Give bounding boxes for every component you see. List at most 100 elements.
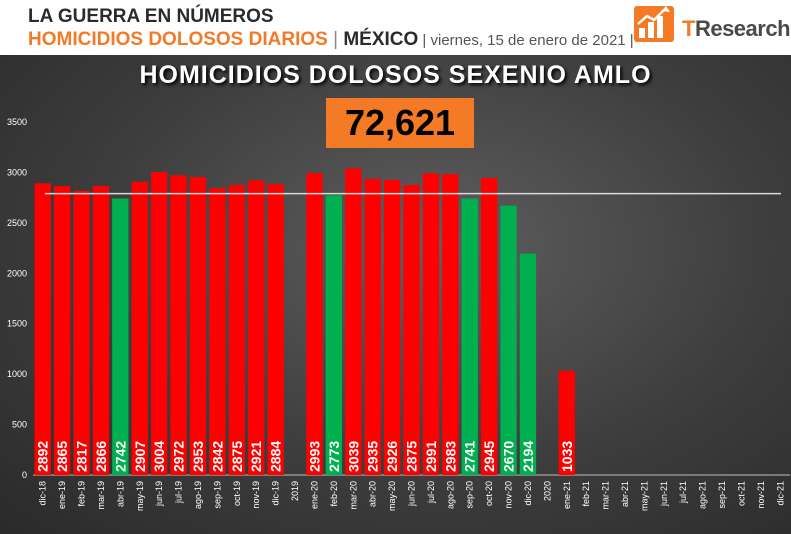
x-tick-label: abr-19 xyxy=(115,481,125,507)
bar-value-label: 3004 xyxy=(151,441,167,472)
bar-nov-19 xyxy=(248,180,265,475)
x-tick-label: may-20 xyxy=(387,481,397,511)
x-tick-label: sep-19 xyxy=(212,481,222,509)
logo-text: TResearch xyxy=(682,16,791,41)
x-tick-label: ago-19 xyxy=(193,481,203,509)
bar-nov-20 xyxy=(500,205,517,475)
y-tick-label: 500 xyxy=(12,420,27,430)
x-tick-label: dic-18 xyxy=(38,481,48,506)
header-topic: HOMICIDIOS DOLOSOS DIARIOS xyxy=(28,29,328,50)
bar-jun-19 xyxy=(151,172,168,475)
x-tick-label: jun-19 xyxy=(154,481,164,507)
bar-abr-19 xyxy=(112,198,129,475)
bar-mar-19 xyxy=(92,185,110,476)
bar-value-label: 2907 xyxy=(132,441,148,472)
x-tick-label: ene-19 xyxy=(57,481,67,509)
x-tick-label: feb-19 xyxy=(77,481,87,507)
x-tick-label: jun-21 xyxy=(659,481,669,507)
y-tick-label: 3500 xyxy=(7,117,27,127)
bar-dic-19 xyxy=(267,184,284,476)
x-tick-label: mar-21 xyxy=(601,481,611,510)
bar-value-label: 3039 xyxy=(345,441,361,472)
x-tick-label: sep-21 xyxy=(717,481,727,509)
bar-value-label: 2926 xyxy=(384,441,400,472)
bar-value-label: 2892 xyxy=(35,441,51,472)
y-tick-label: 3000 xyxy=(7,167,27,177)
bar-feb-19 xyxy=(73,190,90,475)
bar-value-label: 2875 xyxy=(404,441,420,472)
bar-value-label: 2935 xyxy=(365,441,381,472)
bar-value-label: 2741 xyxy=(462,441,478,472)
bar-value-label: 2194 xyxy=(520,441,536,472)
bar-ene-20 xyxy=(306,173,323,475)
x-tick-label: abr-21 xyxy=(620,481,630,507)
x-tick-label: oct-19 xyxy=(232,481,242,506)
x-tick-label: jul-20 xyxy=(426,481,436,504)
x-tick-label: mar-20 xyxy=(348,481,358,510)
bar-ene-19 xyxy=(53,186,71,475)
bar-may-20 xyxy=(383,179,401,475)
bar-value-label: 2991 xyxy=(423,441,439,472)
bar-value-label: 2817 xyxy=(74,441,90,472)
bar-value-label: 2842 xyxy=(209,441,225,472)
bar-ago-19 xyxy=(189,177,207,475)
x-axis: dic-18 ene-19 feb-19 mar-19 abr-19 may-19 jun-… xyxy=(38,481,786,511)
x-tick-label: jul-19 xyxy=(174,481,184,504)
x-tick-label: dic-19 xyxy=(271,481,281,506)
y-tick-label: 2500 xyxy=(7,218,27,228)
x-tick-label: dic-20 xyxy=(523,481,533,506)
bar-value-label: 2865 xyxy=(54,441,70,472)
x-tick-label: ene-21 xyxy=(562,481,572,509)
bar-value-label: 2670 xyxy=(501,441,517,472)
bar-jun-20 xyxy=(403,185,420,476)
bar-may-19 xyxy=(131,181,148,475)
bar-sep-19 xyxy=(209,188,226,475)
x-tick-label: 2019 xyxy=(290,481,300,501)
tresearch-logo: TResearch xyxy=(632,2,791,46)
bar-value-label: 2945 xyxy=(481,441,497,472)
chart-title: HOMICIDIOS DOLOSOS SEXENIO AMLO xyxy=(139,61,652,89)
bar-value-label: 2884 xyxy=(268,441,284,472)
header-subtitle: HOMICIDIOS DOLOSOS DIARIOS | MÉXICO | vi… xyxy=(28,29,634,51)
x-tick-label: nov-21 xyxy=(756,481,766,509)
x-tick-label: 2020 xyxy=(542,481,552,501)
y-tick-label: 0 xyxy=(22,470,27,480)
bar-feb-20 xyxy=(325,195,343,476)
bar-ene-21 xyxy=(558,370,575,475)
header-title: LA GUERRA EN NÚMEROS xyxy=(28,6,274,27)
bar-value-label: 2773 xyxy=(326,441,342,472)
bar-jul-20 xyxy=(422,173,440,475)
bar-abr-20 xyxy=(364,178,381,475)
x-tick-label: jun-20 xyxy=(407,481,417,507)
x-tick-label: mar-19 xyxy=(96,481,106,510)
header-date: | viernes, 15 de enero de 2021 | xyxy=(418,32,634,49)
bar-jul-19 xyxy=(170,175,187,475)
bar-labels: 2892 2865 2817 2866 2742 2907 3004 2972 2953 2842… xyxy=(35,441,575,472)
x-tick-label: may-21 xyxy=(639,481,649,511)
bar-value-label: 2972 xyxy=(171,441,187,472)
x-tick-label: ago-20 xyxy=(445,481,455,509)
x-tick-label: feb-21 xyxy=(581,481,591,507)
x-tick-label: abr-20 xyxy=(368,481,378,507)
bar-oct-20 xyxy=(480,177,498,475)
x-tick-label: ene-20 xyxy=(309,481,319,509)
x-tick-label: ago-21 xyxy=(698,481,708,509)
bar-ago-20 xyxy=(442,174,459,476)
x-tick-label: dic-21 xyxy=(775,481,785,506)
bar-value-label: 2983 xyxy=(442,441,458,472)
bar-dic-20 xyxy=(519,253,537,475)
bar-oct-19 xyxy=(228,185,245,476)
header-region: MÉXICO xyxy=(343,29,419,50)
bar-value-label: 2866 xyxy=(93,441,109,472)
bar-value-label: 1033 xyxy=(559,441,575,472)
y-tick-label: 1500 xyxy=(7,319,27,329)
bar-chart: 0 500 1000 1500 2000 2500 3000 3500 2892 2865 281… xyxy=(7,117,790,511)
logo-chart-icon xyxy=(634,6,674,42)
x-tick-label: feb-20 xyxy=(329,481,339,507)
bar-value-label: 2875 xyxy=(229,441,245,472)
bar-value-label: 2953 xyxy=(190,441,206,472)
x-tick-label: nov-20 xyxy=(504,481,514,509)
bar-value-label: 2742 xyxy=(112,441,128,472)
x-tick-label: oct-20 xyxy=(484,481,494,506)
y-tick-label: 1000 xyxy=(7,369,27,379)
